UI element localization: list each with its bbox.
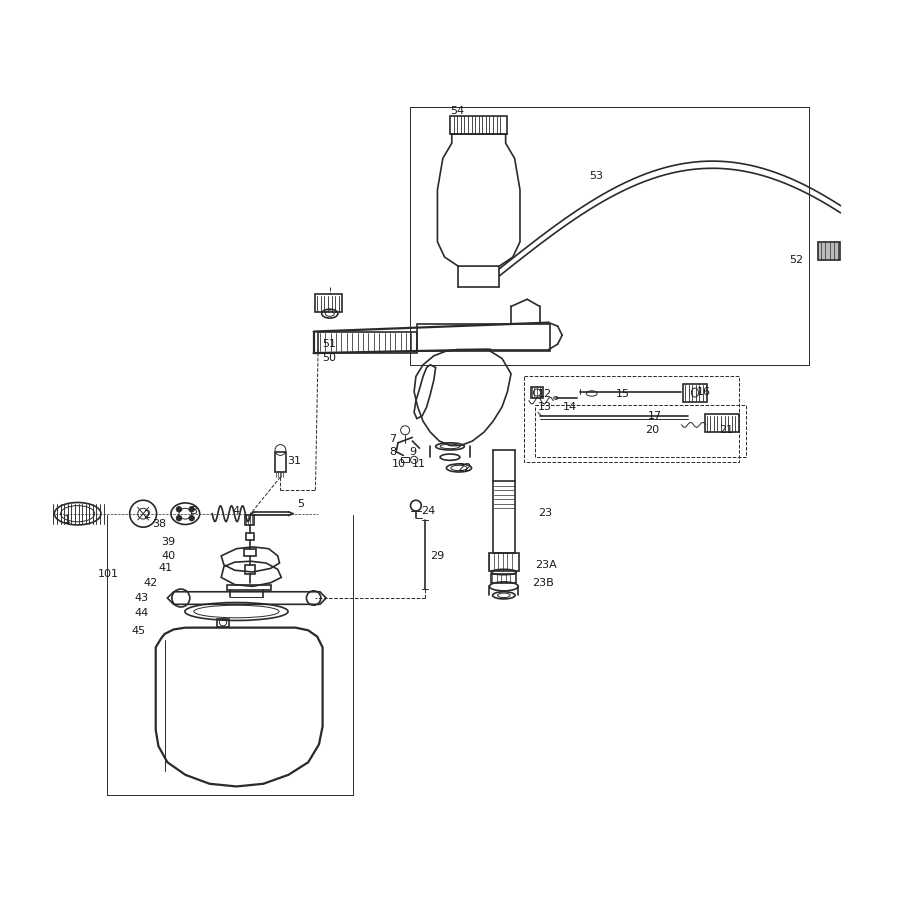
Text: 3: 3 xyxy=(190,506,197,516)
Bar xyxy=(450,116,508,134)
Bar xyxy=(491,574,517,583)
Text: 2: 2 xyxy=(143,509,150,519)
Text: 17: 17 xyxy=(647,411,662,421)
Text: 40: 40 xyxy=(161,551,176,561)
Text: 43: 43 xyxy=(134,593,148,603)
Text: 39: 39 xyxy=(161,536,176,546)
Text: 9: 9 xyxy=(410,446,417,457)
Text: 5: 5 xyxy=(298,499,304,508)
Text: 53: 53 xyxy=(590,171,603,181)
Text: 22: 22 xyxy=(457,463,472,473)
Text: 15: 15 xyxy=(616,390,630,400)
Text: 41: 41 xyxy=(158,563,173,573)
Bar xyxy=(228,585,271,590)
Text: 54: 54 xyxy=(450,106,464,116)
Text: 8: 8 xyxy=(389,446,396,457)
Bar xyxy=(489,554,519,572)
Bar xyxy=(683,383,706,401)
Bar xyxy=(217,618,230,626)
Bar xyxy=(531,387,544,398)
Bar xyxy=(417,324,550,351)
Circle shape xyxy=(176,516,182,521)
Circle shape xyxy=(189,516,194,521)
Bar xyxy=(705,414,739,432)
Text: 24: 24 xyxy=(421,506,436,516)
Bar xyxy=(315,294,342,311)
Text: 16: 16 xyxy=(697,387,711,397)
Text: 11: 11 xyxy=(412,459,427,470)
Text: 1: 1 xyxy=(64,515,71,525)
Text: 12: 12 xyxy=(538,390,552,400)
Text: 23: 23 xyxy=(538,508,552,518)
Text: 44: 44 xyxy=(134,608,148,618)
Text: 23B: 23B xyxy=(533,578,554,588)
Bar xyxy=(493,482,515,554)
Text: 38: 38 xyxy=(152,518,166,528)
Circle shape xyxy=(189,507,194,512)
Text: 45: 45 xyxy=(131,626,146,636)
Bar xyxy=(247,533,254,540)
Text: 7: 7 xyxy=(389,434,396,445)
Text: 42: 42 xyxy=(143,578,157,588)
Circle shape xyxy=(176,507,182,512)
Bar xyxy=(246,515,255,526)
Text: 52: 52 xyxy=(789,255,804,265)
Text: 21: 21 xyxy=(719,426,733,436)
Text: 50: 50 xyxy=(322,354,337,364)
Bar xyxy=(400,457,409,462)
Bar xyxy=(275,452,286,472)
Text: 51: 51 xyxy=(322,339,337,349)
Bar xyxy=(818,242,841,260)
Text: 31: 31 xyxy=(287,455,301,466)
Text: 14: 14 xyxy=(563,402,577,412)
Bar xyxy=(318,331,417,353)
Text: 23A: 23A xyxy=(536,560,557,570)
Text: 29: 29 xyxy=(430,551,445,561)
Text: 101: 101 xyxy=(98,569,120,579)
Text: 13: 13 xyxy=(538,402,552,412)
Text: 10: 10 xyxy=(392,459,406,470)
Text: 20: 20 xyxy=(645,426,660,436)
Bar xyxy=(244,549,256,556)
Text: 4: 4 xyxy=(233,506,240,516)
Bar xyxy=(245,565,256,574)
